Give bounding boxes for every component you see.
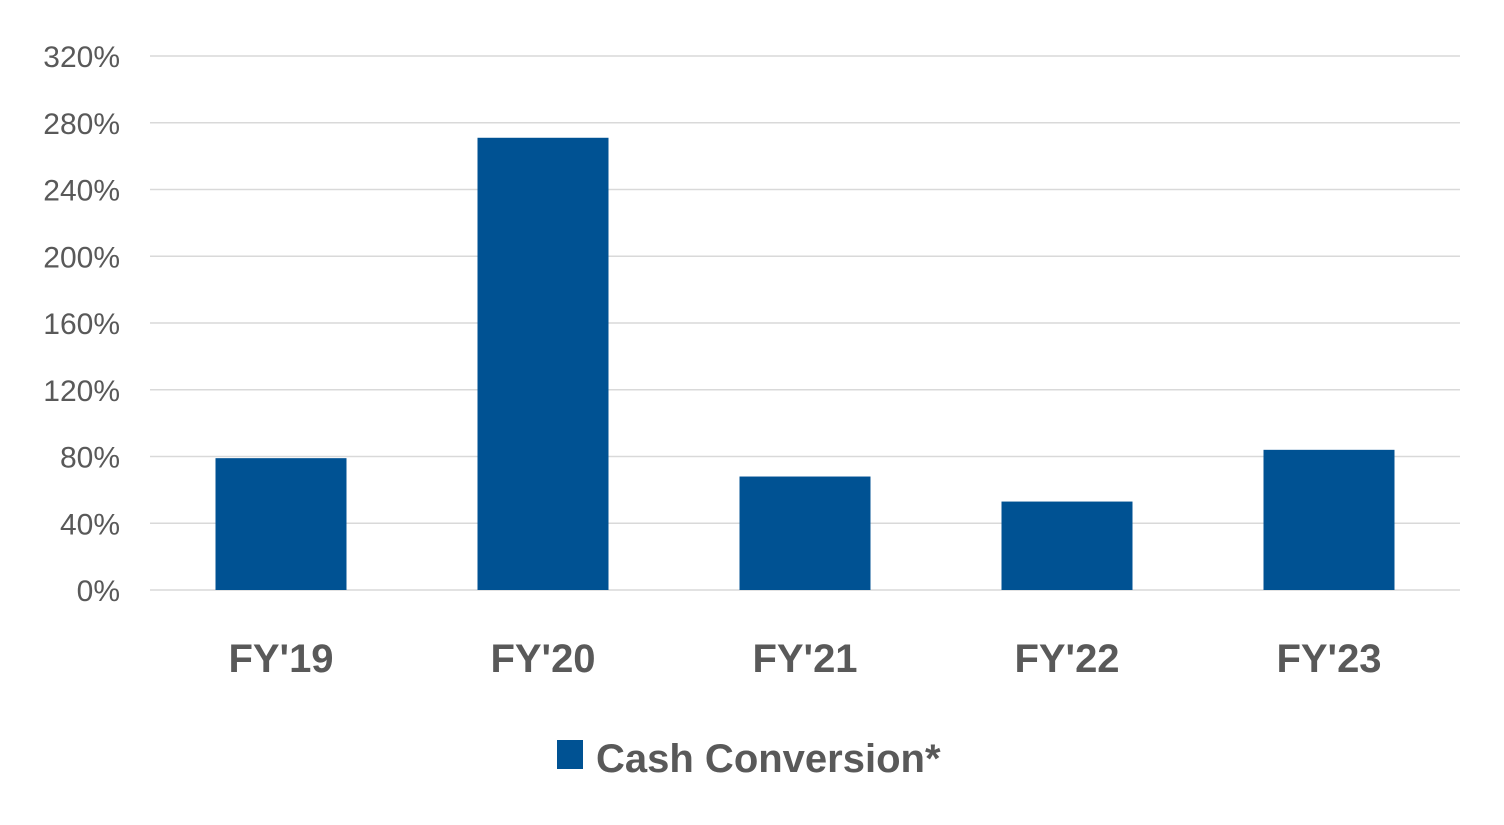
y-tick-label: 0% [77, 575, 120, 608]
legend-label: Cash Conversion* [596, 737, 941, 781]
y-axis: 0% 40% 80% 120% 160% 200% 240% 280% 320% [43, 41, 120, 608]
bar [739, 476, 871, 590]
y-tick-label: 160% [43, 308, 120, 341]
x-tick-label: FY'23 [1276, 637, 1381, 681]
y-tick-label: 200% [43, 241, 120, 274]
x-tick-label: FY'19 [228, 637, 333, 681]
legend-swatch [557, 740, 583, 769]
x-tick-label: FY'22 [1014, 637, 1119, 681]
y-tick-label: 320% [43, 41, 120, 74]
bars [215, 137, 1395, 591]
legend: Cash Conversion* [557, 737, 941, 781]
gridlines [150, 55, 1460, 591]
bar [477, 137, 609, 591]
y-tick-label: 120% [43, 375, 120, 408]
x-axis: FY'19 FY'20 FY'21 FY'22 FY'23 [228, 637, 1381, 681]
y-tick-label: 40% [60, 508, 120, 541]
bar [215, 458, 347, 590]
x-tick-label: FY'20 [490, 637, 595, 681]
y-tick-label: 240% [43, 175, 120, 208]
y-tick-label: 280% [43, 108, 120, 141]
bar [1001, 501, 1133, 590]
x-tick-label: FY'21 [752, 637, 857, 681]
bar [1263, 449, 1395, 590]
y-tick-label: 80% [60, 442, 120, 475]
